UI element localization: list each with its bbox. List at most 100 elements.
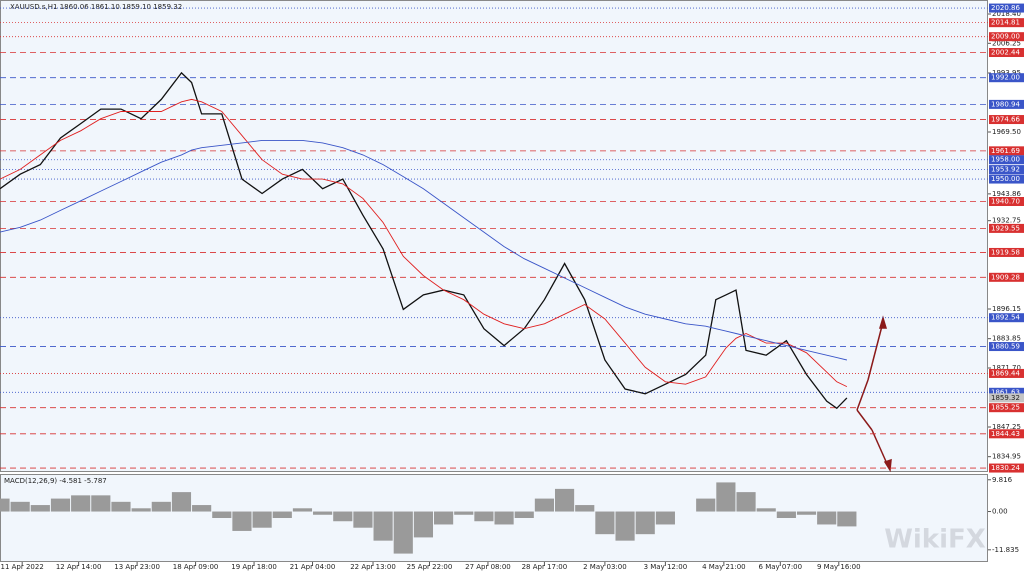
x-tick-label: 6 May 07:00 [759, 563, 803, 571]
macd-bar [575, 505, 595, 512]
macd-bar [353, 511, 373, 528]
macd-bar [252, 511, 272, 528]
level-label: 1929.55 [991, 224, 1020, 232]
level-label: 1974.66 [991, 116, 1020, 124]
macd-bar [595, 511, 615, 535]
x-tick-label: 3 May 12:00 [644, 563, 688, 571]
level-tag [989, 429, 1024, 439]
level-tag [989, 223, 1024, 233]
macd-bar [756, 508, 776, 512]
x-tick-label: 12 Apr 14:00 [56, 563, 102, 571]
macd-bar [232, 511, 252, 531]
y-tick-label: 1969.50 [992, 128, 1021, 136]
level-label: 1950.00 [991, 175, 1020, 183]
macd-bar [71, 495, 91, 512]
price-frame [0, 0, 988, 472]
level-label: 1830.24 [991, 464, 1020, 472]
level-label: 1980.94 [991, 100, 1020, 108]
last-price-tag [989, 393, 1024, 403]
x-tick-label: 28 Apr 17:00 [522, 563, 568, 571]
macd-bar [413, 511, 434, 538]
level-label: 1909.28 [991, 273, 1020, 281]
chart-title: XAUUSD.s,H1 1860.06 1861.10 1859.10 1859… [10, 3, 182, 11]
x-tick-label: 19 Apr 18:00 [231, 563, 277, 571]
y-tick-label: 1896.15 [992, 305, 1021, 313]
level-tag [989, 32, 1024, 42]
macd-bar [333, 511, 353, 522]
y-tick-label: 2006.25 [992, 39, 1021, 47]
level-label: 1861.63 [991, 388, 1020, 396]
macd-bar [373, 511, 393, 541]
level-label: 1919.58 [991, 248, 1020, 256]
level-tag [989, 196, 1024, 206]
level-label: 1953.92 [991, 166, 1020, 174]
macd-bar [272, 511, 292, 518]
y-tick-label: 9.816 [992, 476, 1013, 484]
macd-bar [192, 505, 212, 512]
level-tag [989, 272, 1024, 282]
macd-bar [837, 511, 857, 527]
y-tick-label: 1943.86 [992, 190, 1021, 198]
macd-bar [817, 511, 837, 525]
macd-bar [655, 511, 675, 525]
level-label: 2020.86 [991, 4, 1020, 12]
level-tag [989, 463, 1024, 473]
level-tag [989, 342, 1024, 352]
level-tag [989, 115, 1024, 125]
macd-bar [615, 511, 635, 541]
level-label: 1844.43 [991, 430, 1020, 438]
x-tick-label: 11 Apr 2022 [1, 563, 44, 571]
macd-bar [454, 511, 474, 515]
dynamic-layer: 2018.40 2006.25 1993.95 1969.50 1943.86 1932.… [0, 3, 1024, 571]
x-tick-label: 21 Apr 04:00 [290, 563, 336, 571]
level-tag [989, 48, 1024, 58]
level-label: 1940.70 [991, 197, 1020, 205]
macd-bar [393, 511, 413, 554]
level-tag [989, 313, 1024, 323]
level-label: 1880.59 [991, 343, 1020, 351]
level-tag [989, 155, 1024, 165]
level-tag [989, 3, 1024, 13]
x-tick-label: 9 May 16:00 [817, 563, 861, 571]
macd-frame [0, 474, 988, 562]
level-label: 1958.00 [991, 156, 1020, 164]
macd-bar [30, 505, 50, 512]
macd-bar [736, 492, 756, 512]
x-tick-label: 2 May 03:00 [583, 563, 627, 571]
macd-bar [10, 501, 30, 512]
level-tag [989, 368, 1024, 378]
macd-bar [716, 482, 736, 512]
x-tick-label: 25 Apr 22:00 [407, 563, 453, 571]
price-line [0, 139, 848, 361]
macd-bar [212, 511, 232, 518]
x-tick-label: 22 Apr 13:00 [350, 563, 396, 571]
y-tick-label: 0.00 [992, 508, 1008, 516]
y-tick-label: -11.835 [992, 546, 1019, 554]
macd-bar [131, 508, 151, 512]
y-tick-label: 1871.70 [992, 364, 1021, 372]
x-tick-label: 27 Apr 08:00 [465, 563, 511, 571]
macd-bar [514, 511, 534, 518]
macd-bar [776, 511, 796, 518]
level-tag [989, 165, 1024, 175]
macd-bar [111, 501, 131, 512]
macd-bar [50, 498, 71, 512]
last-price-label: 1859.32 [991, 394, 1020, 402]
level-label: 1961.69 [991, 147, 1020, 155]
macd-bar [313, 511, 333, 515]
level-tag [989, 146, 1024, 156]
macd-bar [292, 508, 313, 512]
scenario-arrows [856, 315, 892, 473]
level-tag [989, 403, 1024, 413]
level-tag [989, 18, 1024, 28]
level-label: 2014.81 [991, 19, 1020, 27]
price-panel [0, 0, 988, 472]
level-tag [989, 174, 1024, 184]
level-label: 1892.54 [991, 314, 1020, 322]
x-tick-label: 13 Apr 23:00 [114, 563, 160, 571]
macd-bar [91, 495, 111, 512]
macd-bar [635, 511, 655, 535]
macd-bar [696, 498, 716, 512]
